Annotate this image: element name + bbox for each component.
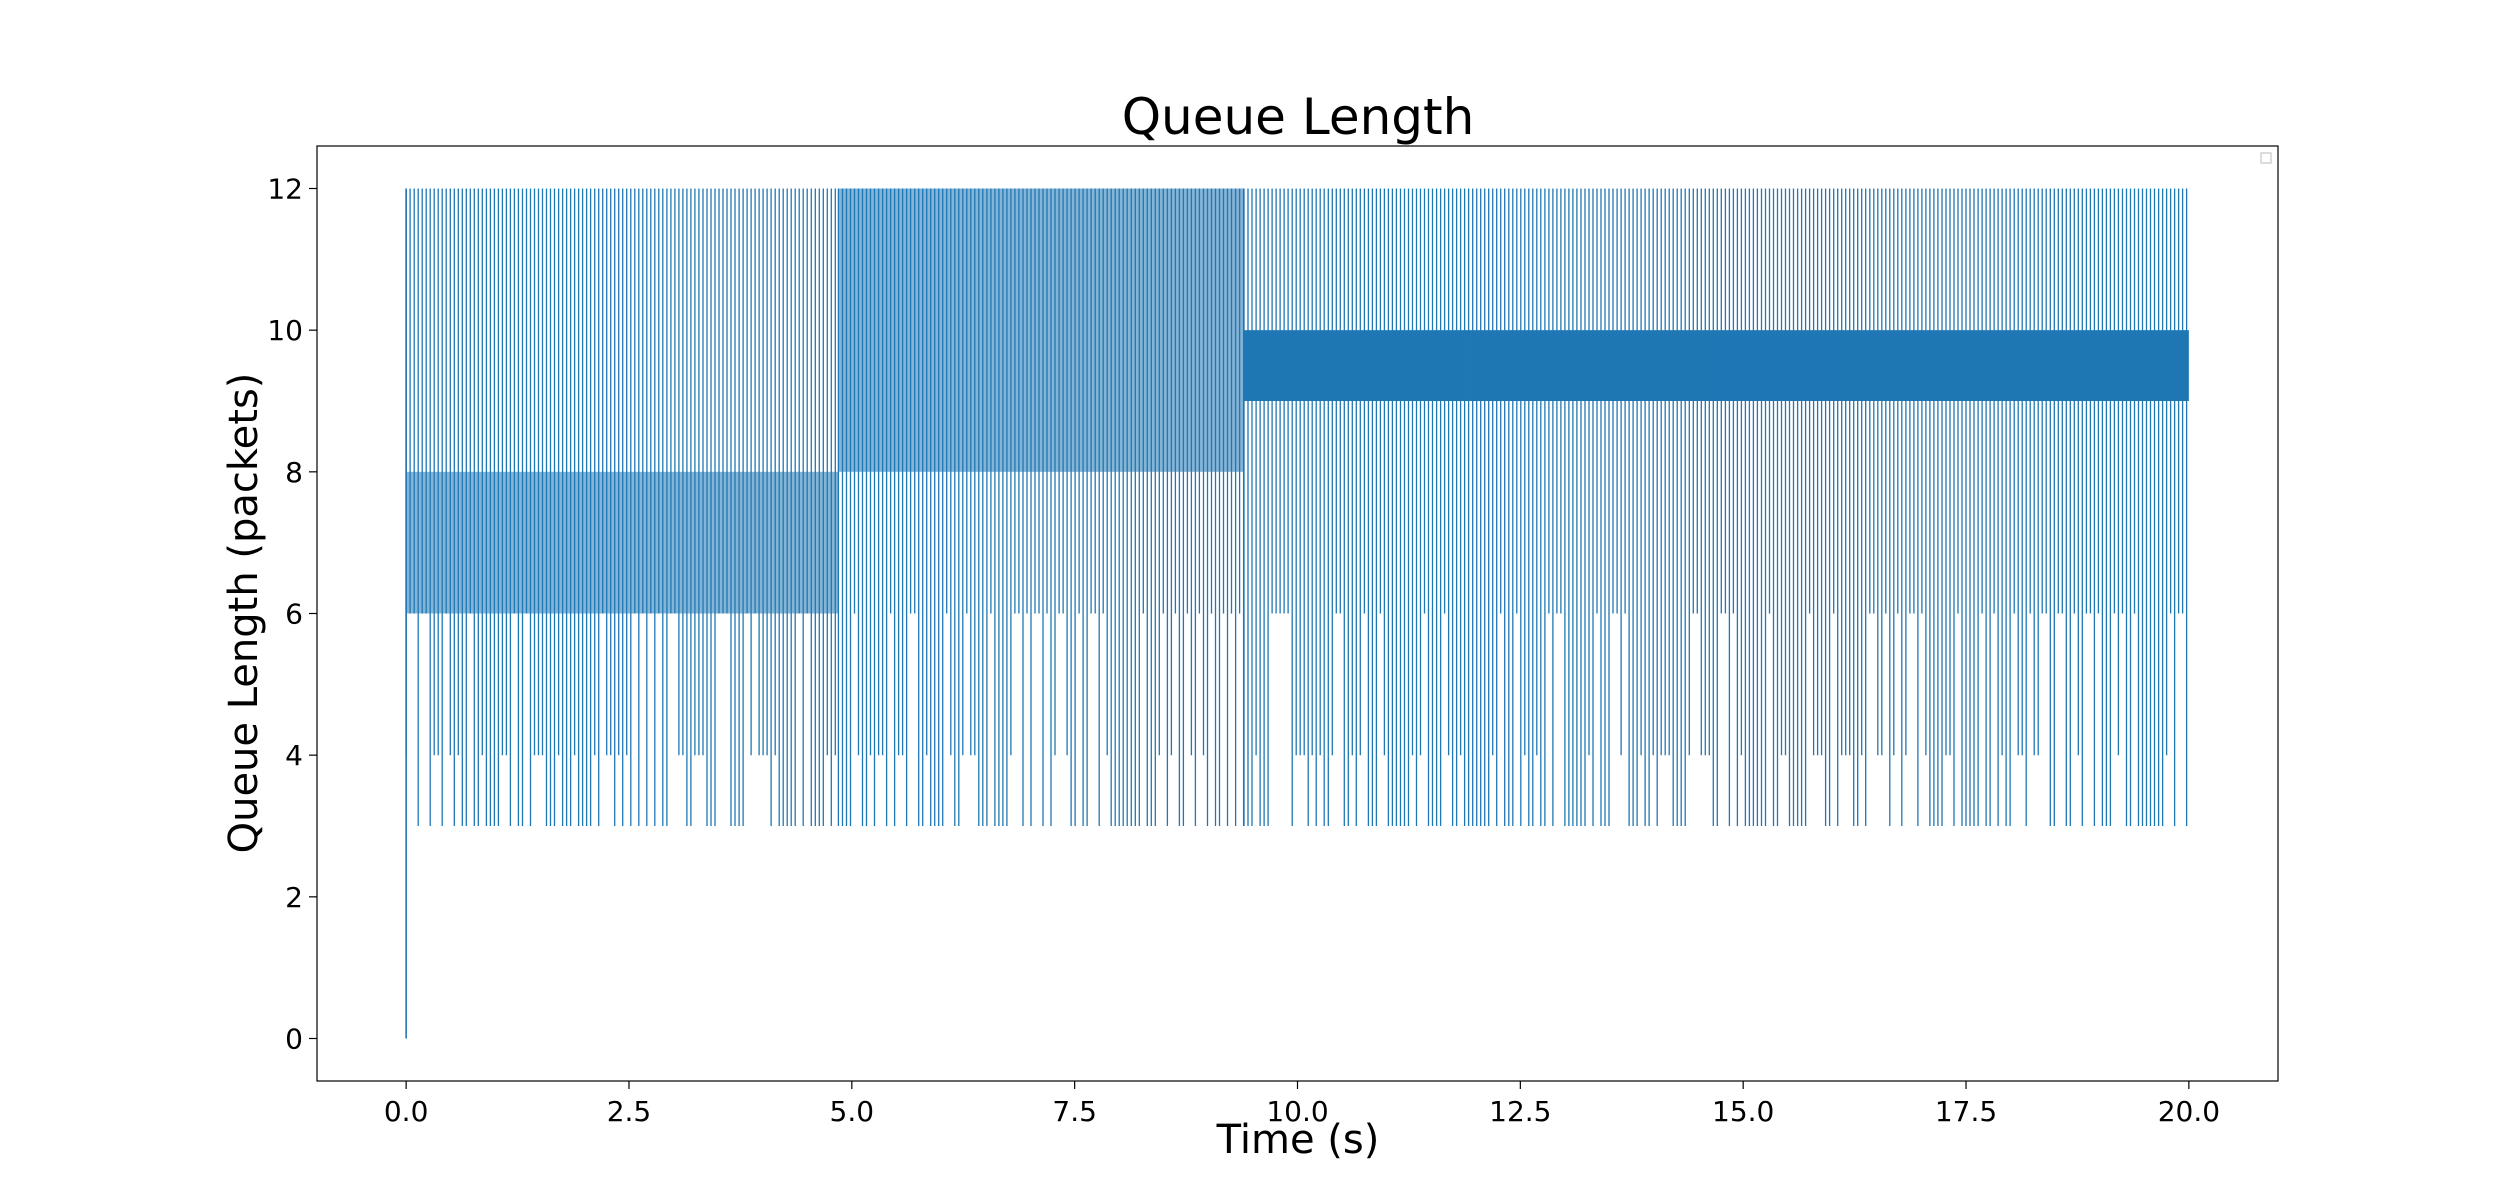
y-tick-label: 6 — [285, 598, 303, 631]
x-tick-label: 10.0 — [1266, 1095, 1328, 1128]
x-axis-label: Time (s) — [1216, 1117, 1380, 1163]
x-tick-label: 17.5 — [1935, 1095, 1997, 1128]
x-axis: 0.0 2.5 5.0 7.5 10.0 12.5 15.0 17.5 20.0 — [384, 1081, 2220, 1128]
chart-title: Queue Length — [1122, 88, 1475, 146]
x-tick-label: 12.5 — [1489, 1095, 1551, 1128]
plot-area — [316, 145, 2279, 1082]
series-layer — [405, 188, 2189, 1039]
x-tick-label: 15.0 — [1712, 1095, 1774, 1128]
y-tick-label: 4 — [285, 739, 303, 772]
series-line — [405, 188, 836, 826]
x-tick-label: 20.0 — [2158, 1095, 2220, 1128]
x-tick-label: 0.0 — [384, 1095, 429, 1128]
series-line — [837, 188, 1245, 826]
x-tick-label: 7.5 — [1052, 1095, 1097, 1128]
y-axis: 0 2 4 6 8 10 12 — [267, 173, 317, 1056]
y-tick-label: 8 — [285, 456, 303, 489]
series-dense-band — [1244, 330, 2189, 401]
y-tick-label: 0 — [285, 1023, 303, 1056]
y-tick-label: 10 — [267, 314, 303, 347]
x-tick-label: 5.0 — [830, 1095, 875, 1128]
y-tick-label: 12 — [267, 173, 303, 206]
y-axis-label: Queue Length (packets) — [221, 373, 267, 854]
series-line — [1243, 188, 2188, 826]
legend-box — [2260, 152, 2272, 164]
x-tick-label: 2.5 — [607, 1095, 652, 1128]
y-tick-label: 2 — [285, 881, 303, 914]
